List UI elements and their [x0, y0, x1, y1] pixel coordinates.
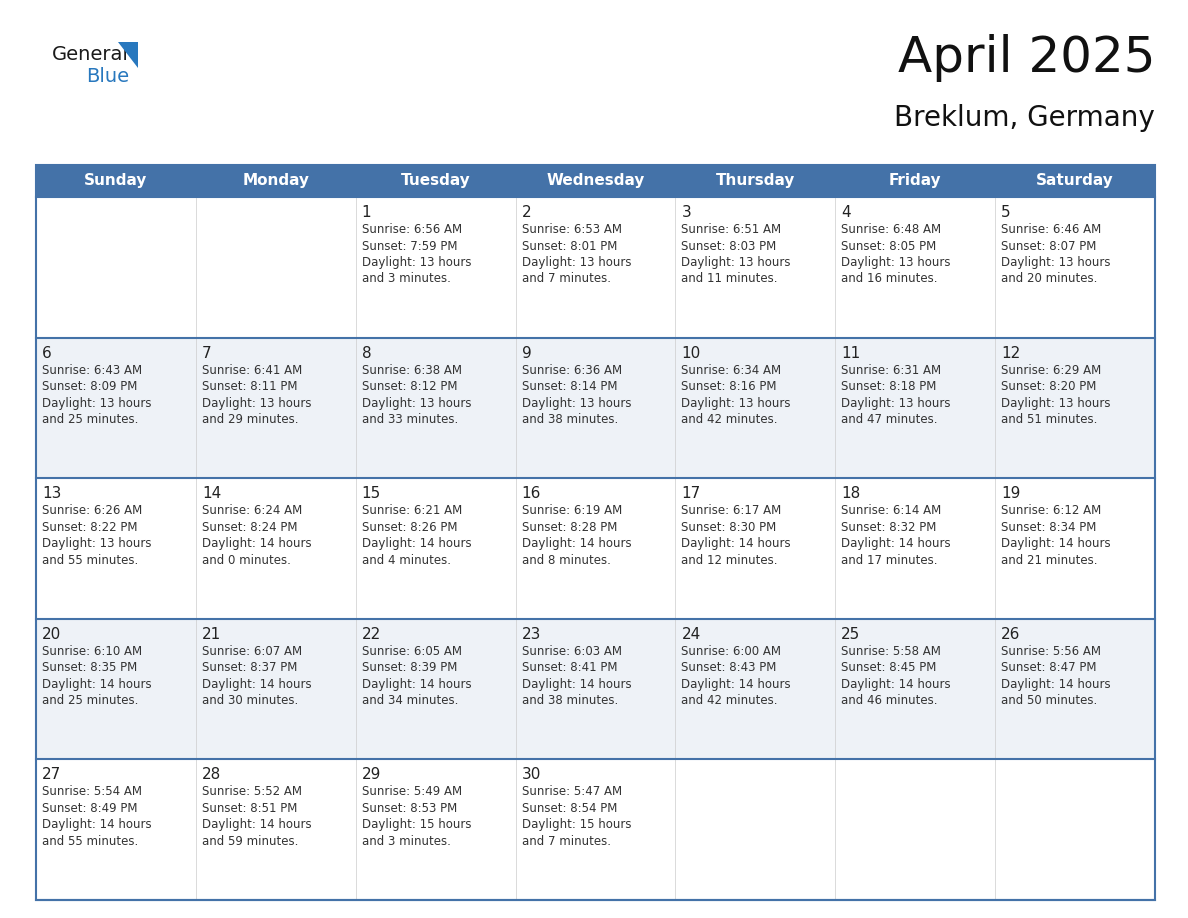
Text: 26: 26: [1001, 627, 1020, 642]
Text: 8: 8: [361, 345, 372, 361]
Bar: [36, 478, 1155, 619]
Text: 16: 16: [522, 487, 541, 501]
Text: Sunrise: 6:43 AM
Sunset: 8:09 PM
Daylight: 13 hours
and 25 minutes.: Sunrise: 6:43 AM Sunset: 8:09 PM Dayligh…: [42, 364, 152, 426]
Text: Tuesday: Tuesday: [400, 174, 470, 188]
Text: 9: 9: [522, 345, 531, 361]
Text: 20: 20: [42, 627, 62, 642]
Bar: [996, 165, 1155, 197]
Bar: [36, 197, 1155, 338]
Text: 1: 1: [361, 205, 372, 220]
Text: Sunrise: 6:38 AM
Sunset: 8:12 PM
Daylight: 13 hours
and 33 minutes.: Sunrise: 6:38 AM Sunset: 8:12 PM Dayligh…: [361, 364, 472, 426]
Text: 4: 4: [841, 205, 851, 220]
Text: Monday: Monday: [242, 174, 309, 188]
Text: 27: 27: [42, 767, 62, 782]
Text: 17: 17: [682, 487, 701, 501]
Text: 21: 21: [202, 627, 221, 642]
Bar: [676, 165, 835, 197]
Text: 11: 11: [841, 345, 860, 361]
Text: Sunrise: 6:12 AM
Sunset: 8:34 PM
Daylight: 14 hours
and 21 minutes.: Sunrise: 6:12 AM Sunset: 8:34 PM Dayligh…: [1001, 504, 1111, 566]
Text: 30: 30: [522, 767, 541, 782]
Text: Thursday: Thursday: [715, 174, 795, 188]
Text: Breklum, Germany: Breklum, Germany: [895, 104, 1155, 132]
Text: Sunrise: 6:41 AM
Sunset: 8:11 PM
Daylight: 13 hours
and 29 minutes.: Sunrise: 6:41 AM Sunset: 8:11 PM Dayligh…: [202, 364, 311, 426]
Text: Sunrise: 6:14 AM
Sunset: 8:32 PM
Daylight: 14 hours
and 17 minutes.: Sunrise: 6:14 AM Sunset: 8:32 PM Dayligh…: [841, 504, 950, 566]
Text: Sunrise: 6:36 AM
Sunset: 8:14 PM
Daylight: 13 hours
and 38 minutes.: Sunrise: 6:36 AM Sunset: 8:14 PM Dayligh…: [522, 364, 631, 426]
Text: 2: 2: [522, 205, 531, 220]
Text: Sunrise: 6:51 AM
Sunset: 8:03 PM
Daylight: 13 hours
and 11 minutes.: Sunrise: 6:51 AM Sunset: 8:03 PM Dayligh…: [682, 223, 791, 285]
Text: Sunrise: 6:48 AM
Sunset: 8:05 PM
Daylight: 13 hours
and 16 minutes.: Sunrise: 6:48 AM Sunset: 8:05 PM Dayligh…: [841, 223, 950, 285]
Text: Sunrise: 6:07 AM
Sunset: 8:37 PM
Daylight: 14 hours
and 30 minutes.: Sunrise: 6:07 AM Sunset: 8:37 PM Dayligh…: [202, 644, 311, 707]
Text: 5: 5: [1001, 205, 1011, 220]
Text: Sunrise: 6:56 AM
Sunset: 7:59 PM
Daylight: 13 hours
and 3 minutes.: Sunrise: 6:56 AM Sunset: 7:59 PM Dayligh…: [361, 223, 472, 285]
Text: 3: 3: [682, 205, 691, 220]
Text: 13: 13: [42, 487, 62, 501]
Text: General: General: [52, 46, 128, 64]
Text: Sunrise: 5:58 AM
Sunset: 8:45 PM
Daylight: 14 hours
and 46 minutes.: Sunrise: 5:58 AM Sunset: 8:45 PM Dayligh…: [841, 644, 950, 707]
Text: 15: 15: [361, 487, 381, 501]
Text: Sunrise: 6:21 AM
Sunset: 8:26 PM
Daylight: 14 hours
and 4 minutes.: Sunrise: 6:21 AM Sunset: 8:26 PM Dayligh…: [361, 504, 472, 566]
Text: Sunrise: 6:00 AM
Sunset: 8:43 PM
Daylight: 14 hours
and 42 minutes.: Sunrise: 6:00 AM Sunset: 8:43 PM Dayligh…: [682, 644, 791, 707]
Text: Saturday: Saturday: [1036, 174, 1114, 188]
Bar: [36, 759, 1155, 900]
Text: Sunrise: 6:05 AM
Sunset: 8:39 PM
Daylight: 14 hours
and 34 minutes.: Sunrise: 6:05 AM Sunset: 8:39 PM Dayligh…: [361, 644, 472, 707]
Bar: [36, 165, 1155, 900]
Bar: [36, 165, 196, 197]
Bar: [355, 165, 516, 197]
Text: Sunrise: 6:24 AM
Sunset: 8:24 PM
Daylight: 14 hours
and 0 minutes.: Sunrise: 6:24 AM Sunset: 8:24 PM Dayligh…: [202, 504, 311, 566]
Text: Blue: Blue: [86, 68, 129, 86]
Text: 19: 19: [1001, 487, 1020, 501]
Text: Sunrise: 6:10 AM
Sunset: 8:35 PM
Daylight: 14 hours
and 25 minutes.: Sunrise: 6:10 AM Sunset: 8:35 PM Dayligh…: [42, 644, 152, 707]
Text: 6: 6: [42, 345, 52, 361]
Text: Sunrise: 6:29 AM
Sunset: 8:20 PM
Daylight: 13 hours
and 51 minutes.: Sunrise: 6:29 AM Sunset: 8:20 PM Dayligh…: [1001, 364, 1111, 426]
Text: 23: 23: [522, 627, 541, 642]
Text: Sunrise: 5:56 AM
Sunset: 8:47 PM
Daylight: 14 hours
and 50 minutes.: Sunrise: 5:56 AM Sunset: 8:47 PM Dayligh…: [1001, 644, 1111, 707]
Polygon shape: [118, 42, 138, 68]
Text: Wednesday: Wednesday: [546, 174, 645, 188]
Bar: [196, 165, 355, 197]
Bar: [36, 619, 1155, 759]
Text: Sunrise: 6:17 AM
Sunset: 8:30 PM
Daylight: 14 hours
and 12 minutes.: Sunrise: 6:17 AM Sunset: 8:30 PM Dayligh…: [682, 504, 791, 566]
Text: 22: 22: [361, 627, 381, 642]
Text: 28: 28: [202, 767, 221, 782]
Text: Sunrise: 6:03 AM
Sunset: 8:41 PM
Daylight: 14 hours
and 38 minutes.: Sunrise: 6:03 AM Sunset: 8:41 PM Dayligh…: [522, 644, 631, 707]
Text: Sunrise: 6:46 AM
Sunset: 8:07 PM
Daylight: 13 hours
and 20 minutes.: Sunrise: 6:46 AM Sunset: 8:07 PM Dayligh…: [1001, 223, 1111, 285]
Text: Sunrise: 5:52 AM
Sunset: 8:51 PM
Daylight: 14 hours
and 59 minutes.: Sunrise: 5:52 AM Sunset: 8:51 PM Dayligh…: [202, 786, 311, 848]
Text: Sunrise: 5:54 AM
Sunset: 8:49 PM
Daylight: 14 hours
and 55 minutes.: Sunrise: 5:54 AM Sunset: 8:49 PM Dayligh…: [42, 786, 152, 848]
Text: Sunrise: 5:47 AM
Sunset: 8:54 PM
Daylight: 15 hours
and 7 minutes.: Sunrise: 5:47 AM Sunset: 8:54 PM Dayligh…: [522, 786, 631, 848]
Text: 10: 10: [682, 345, 701, 361]
Text: Sunrise: 6:19 AM
Sunset: 8:28 PM
Daylight: 14 hours
and 8 minutes.: Sunrise: 6:19 AM Sunset: 8:28 PM Dayligh…: [522, 504, 631, 566]
Text: 18: 18: [841, 487, 860, 501]
Text: Friday: Friday: [889, 174, 942, 188]
Bar: [36, 338, 1155, 478]
Text: 7: 7: [202, 345, 211, 361]
Text: 29: 29: [361, 767, 381, 782]
Text: Sunrise: 6:34 AM
Sunset: 8:16 PM
Daylight: 13 hours
and 42 minutes.: Sunrise: 6:34 AM Sunset: 8:16 PM Dayligh…: [682, 364, 791, 426]
Text: 12: 12: [1001, 345, 1020, 361]
Text: Sunday: Sunday: [84, 174, 147, 188]
Bar: [516, 165, 676, 197]
Text: 14: 14: [202, 487, 221, 501]
Text: Sunrise: 5:49 AM
Sunset: 8:53 PM
Daylight: 15 hours
and 3 minutes.: Sunrise: 5:49 AM Sunset: 8:53 PM Dayligh…: [361, 786, 472, 848]
Text: Sunrise: 6:26 AM
Sunset: 8:22 PM
Daylight: 13 hours
and 55 minutes.: Sunrise: 6:26 AM Sunset: 8:22 PM Dayligh…: [42, 504, 152, 566]
Text: 25: 25: [841, 627, 860, 642]
Text: Sunrise: 6:53 AM
Sunset: 8:01 PM
Daylight: 13 hours
and 7 minutes.: Sunrise: 6:53 AM Sunset: 8:01 PM Dayligh…: [522, 223, 631, 285]
Text: April 2025: April 2025: [897, 34, 1155, 82]
Bar: [835, 165, 996, 197]
Text: Sunrise: 6:31 AM
Sunset: 8:18 PM
Daylight: 13 hours
and 47 minutes.: Sunrise: 6:31 AM Sunset: 8:18 PM Dayligh…: [841, 364, 950, 426]
Text: 24: 24: [682, 627, 701, 642]
